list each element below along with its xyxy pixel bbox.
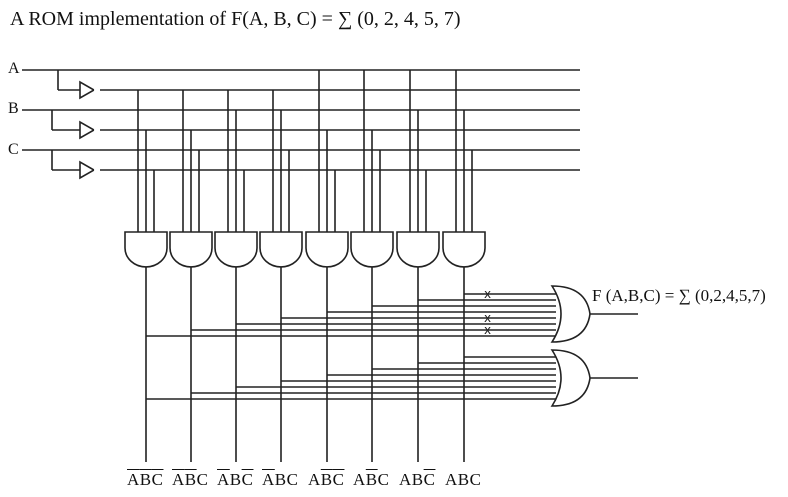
fuse-mark-0: x (484, 287, 491, 301)
inverter-a (79, 80, 96, 100)
minterm-label-1-char-1: B (184, 470, 197, 489)
minterm-label-2-char-0: A (217, 470, 230, 489)
output-function-label: F (A,B,C) = ∑ (0,2,4,5,7) (592, 286, 766, 305)
and-gate-6 (396, 231, 440, 268)
and-gate-3 (259, 231, 303, 268)
minterm-label-0-char-1: B (139, 470, 152, 489)
diagram-title: A ROM implementation of F(A, B, C) = ∑ (… (10, 8, 461, 30)
inverter-bubble-b (94, 127, 100, 133)
and-gate-4 (305, 231, 349, 268)
minterm-label-0-char-2: C (151, 470, 164, 489)
fuse-mark-1: x (484, 311, 491, 325)
minterm-label-1-char-2: C (196, 470, 209, 489)
minterm-label-6-char-0: A (399, 470, 412, 489)
minterm-label-7-char-2: C (469, 470, 482, 489)
minterm-label-1: ABC (172, 470, 208, 490)
inverter-b (79, 120, 96, 140)
or-gate-1 (550, 285, 591, 343)
minterm-label-0-char-0: A (127, 470, 140, 489)
minterm-label-2: ABC (217, 470, 253, 490)
minterm-label-5-char-1: B (365, 470, 378, 489)
input-label-b: B (8, 100, 19, 117)
minterm-label-7-char-0: A (445, 470, 458, 489)
minterm-label-5-char-0: A (353, 470, 366, 489)
minterm-label-6-char-2: C (423, 470, 436, 489)
input-label-c: C (8, 141, 19, 158)
minterm-label-4-char-0: A (308, 470, 321, 489)
minterm-label-0: ABC (127, 470, 163, 490)
minterm-label-3-char-1: B (274, 470, 287, 489)
minterm-label-2-char-1: B (229, 470, 242, 489)
minterm-label-2-char-2: C (241, 470, 254, 489)
minterm-label-6-char-1: B (411, 470, 424, 489)
minterm-label-4-char-2: C (332, 470, 345, 489)
minterm-label-3-char-0: A (262, 470, 275, 489)
inverter-bubble-a (94, 87, 100, 93)
minterm-label-5: ABC (353, 470, 389, 490)
and-gate-7 (442, 231, 486, 268)
and-gate-0 (124, 231, 168, 268)
minterm-label-3-char-2: C (286, 470, 299, 489)
minterm-label-1-char-0: A (172, 470, 185, 489)
minterm-label-5-char-2: C (377, 470, 390, 489)
input-label-a: A (8, 60, 20, 77)
or-gate-2 (550, 349, 591, 407)
inverter-bubble-c (94, 167, 100, 173)
minterm-label-6: ABC (399, 470, 435, 490)
minterm-label-3: ABC (262, 470, 298, 490)
fuse-mark-2: x (484, 323, 491, 337)
minterm-label-4: ABC (308, 470, 344, 490)
minterm-label-7-char-1: B (457, 470, 470, 489)
minterm-label-7: ABC (445, 470, 481, 490)
and-gate-2 (214, 231, 258, 268)
and-gate-5 (350, 231, 394, 268)
and-gate-1 (169, 231, 213, 268)
minterm-label-4-char-1: B (320, 470, 333, 489)
inverter-c (79, 160, 96, 180)
